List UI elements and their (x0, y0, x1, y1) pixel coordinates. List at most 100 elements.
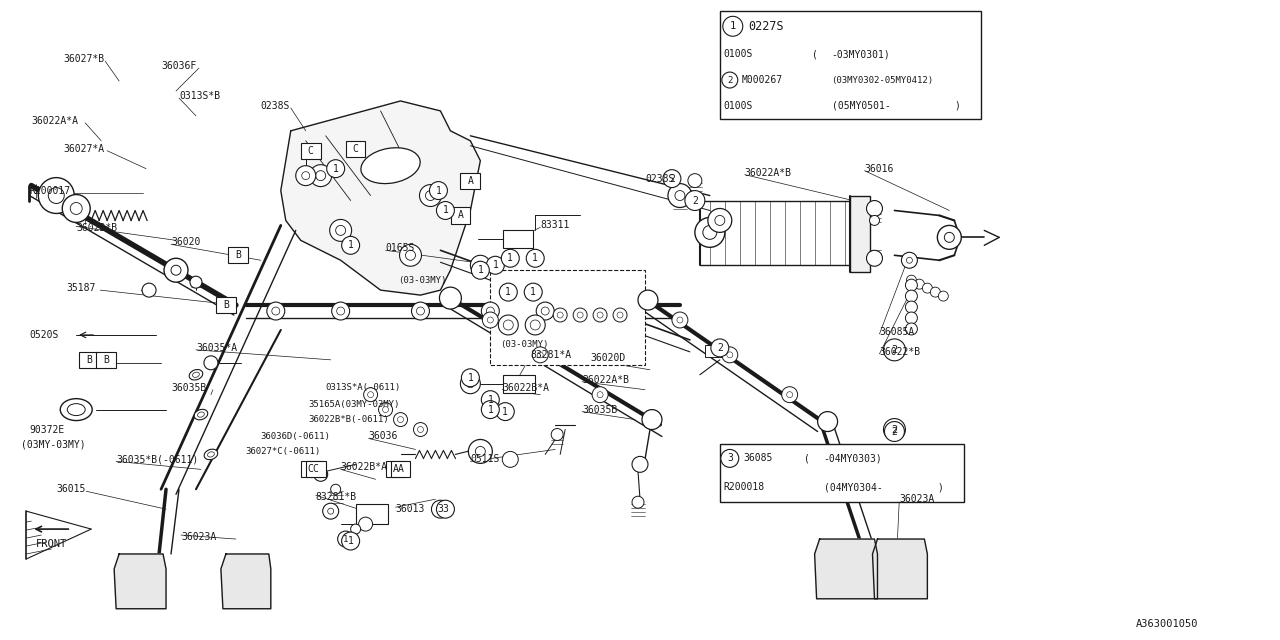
Text: ): ) (955, 101, 960, 111)
Circle shape (271, 307, 280, 315)
Circle shape (714, 216, 724, 225)
Circle shape (383, 406, 389, 413)
Ellipse shape (60, 399, 92, 420)
Circle shape (938, 291, 948, 301)
Circle shape (470, 255, 490, 275)
Circle shape (675, 191, 685, 200)
Text: 0238S: 0238S (261, 101, 291, 111)
Circle shape (945, 232, 955, 243)
Circle shape (632, 496, 644, 508)
Circle shape (416, 307, 425, 315)
Text: B: B (236, 250, 241, 260)
Text: 36036F: 36036F (161, 61, 196, 71)
Bar (301, 143, 320, 159)
Circle shape (883, 339, 905, 361)
Text: 36022B*A: 36022B*A (502, 383, 549, 393)
Text: 2: 2 (692, 196, 698, 205)
Circle shape (189, 276, 202, 288)
Ellipse shape (207, 452, 214, 457)
Bar (461, 173, 480, 189)
Text: 36022*B: 36022*B (77, 223, 118, 234)
Circle shape (142, 283, 156, 297)
Circle shape (337, 307, 344, 315)
Polygon shape (221, 554, 271, 609)
Text: 90372E: 90372E (29, 424, 64, 435)
Circle shape (593, 308, 607, 322)
Text: 0511S: 0511S (470, 454, 499, 465)
Text: 83281*A: 83281*A (530, 350, 571, 360)
Circle shape (502, 250, 520, 268)
Polygon shape (814, 539, 878, 599)
Text: 36022*B: 36022*B (879, 347, 920, 357)
Circle shape (596, 312, 603, 318)
Circle shape (338, 531, 353, 547)
Circle shape (577, 312, 584, 318)
Bar (850, 196, 869, 272)
Circle shape (532, 347, 548, 363)
Circle shape (461, 374, 480, 394)
Text: -03MY0301): -03MY0301) (832, 49, 891, 59)
Circle shape (914, 279, 924, 289)
Text: 0313S*A(-0611): 0313S*A(-0611) (325, 383, 401, 392)
Text: 1: 1 (506, 287, 511, 297)
Ellipse shape (68, 404, 86, 415)
Text: A363001050: A363001050 (1137, 619, 1199, 628)
Text: 0520S: 0520S (29, 330, 59, 340)
Bar (719, 444, 964, 502)
Text: 36085: 36085 (744, 453, 773, 463)
Text: 36023A: 36023A (180, 532, 216, 542)
Text: A: A (398, 465, 403, 474)
Circle shape (818, 412, 837, 431)
Circle shape (536, 302, 554, 320)
Text: 36022B*A: 36022B*A (340, 462, 388, 472)
Circle shape (538, 352, 543, 358)
Circle shape (703, 225, 717, 239)
Bar (503, 375, 535, 393)
Circle shape (481, 390, 499, 408)
Text: B: B (104, 355, 109, 365)
Circle shape (406, 250, 416, 260)
Text: C: C (307, 146, 314, 156)
Circle shape (867, 250, 882, 266)
Text: 36022A*B: 36022A*B (582, 375, 630, 385)
Text: (03-03MY): (03-03MY) (500, 340, 549, 349)
Circle shape (63, 195, 90, 223)
Text: 36035B: 36035B (172, 383, 206, 393)
Text: 1: 1 (493, 260, 498, 270)
Text: 1: 1 (530, 287, 536, 297)
Circle shape (431, 500, 449, 518)
Text: 36035B: 36035B (582, 404, 617, 415)
Circle shape (541, 307, 549, 315)
Text: 1: 1 (435, 186, 442, 196)
Circle shape (525, 315, 545, 335)
Circle shape (503, 320, 513, 330)
Text: B: B (86, 355, 92, 365)
Text: 1: 1 (488, 404, 493, 415)
Text: (05MY0501-: (05MY0501- (832, 101, 891, 111)
Circle shape (483, 312, 498, 328)
Circle shape (379, 403, 393, 417)
Circle shape (499, 283, 517, 301)
Text: 0238S: 0238S (645, 173, 675, 184)
Circle shape (498, 315, 518, 335)
Circle shape (425, 191, 435, 200)
Circle shape (573, 308, 588, 322)
Circle shape (668, 184, 692, 207)
Circle shape (436, 500, 454, 518)
Text: 1: 1 (477, 265, 484, 275)
Circle shape (342, 532, 360, 550)
Text: -04MY0303): -04MY0303) (823, 453, 882, 463)
Circle shape (332, 302, 349, 320)
Text: R200017: R200017 (29, 186, 70, 196)
Text: 1: 1 (730, 21, 736, 31)
Bar (705, 345, 724, 357)
Circle shape (488, 317, 493, 323)
Bar (346, 141, 366, 157)
Circle shape (481, 302, 499, 320)
Text: B: B (223, 300, 229, 310)
Polygon shape (873, 539, 928, 599)
Circle shape (466, 380, 475, 388)
Bar (228, 247, 248, 263)
Polygon shape (114, 554, 166, 609)
Circle shape (164, 259, 188, 282)
